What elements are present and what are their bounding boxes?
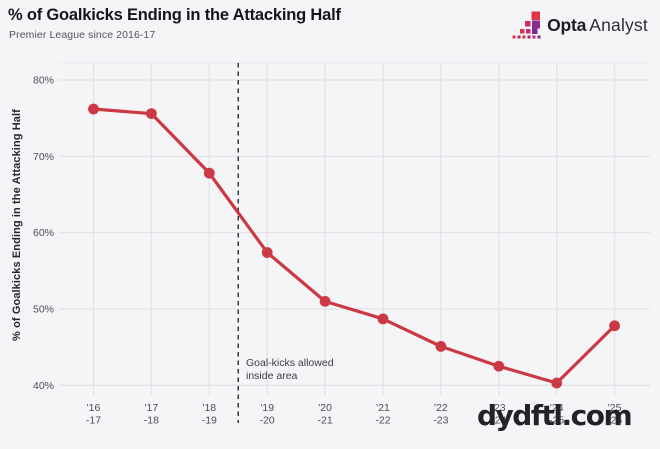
- data-point: [551, 377, 563, 389]
- chart-title: % of Goalkicks Ending in the Attacking H…: [8, 6, 341, 24]
- data-point: [203, 167, 215, 179]
- x-tick-label: '16 -17: [86, 402, 101, 427]
- x-tick-label: '23 -24: [491, 402, 506, 427]
- x-tick-label: '21 -22: [375, 402, 390, 427]
- x-tick-label: '24 -25: [549, 402, 564, 427]
- brand-name: Opta Analyst: [547, 15, 648, 36]
- opta-analyst-logo: Opta Analyst: [512, 11, 648, 39]
- data-point: [435, 340, 447, 352]
- data-point: [88, 103, 99, 115]
- annotation-line-2: inside area: [246, 369, 298, 382]
- chart-subtitle: Premier League since 2016-17: [9, 29, 156, 41]
- x-tick-label: '20 -21: [318, 402, 333, 427]
- y-tick-label: 70%: [33, 151, 54, 163]
- y-tick-label: 60%: [33, 227, 54, 239]
- y-tick-label: 40%: [33, 380, 54, 392]
- y-tick-label: 50%: [33, 303, 54, 315]
- series-line: [91, 107, 617, 385]
- opta-logo-icon: [512, 11, 541, 39]
- x-tick-label: '25 -26: [607, 402, 622, 427]
- data-point: [319, 295, 331, 307]
- annotation-line-1: Goal-kicks allowed: [246, 357, 334, 369]
- data-point: [377, 313, 389, 325]
- x-tick-label: '22 -23: [433, 402, 448, 427]
- data-point: [146, 108, 157, 120]
- data-point: [261, 247, 273, 258]
- x-tick-label: '17 -18: [144, 402, 159, 427]
- brand-name-light: Analyst: [589, 14, 648, 35]
- watermark: dydftl.com: [477, 399, 633, 432]
- data-point: [493, 360, 505, 372]
- y-tick-label: 80%: [33, 75, 54, 87]
- x-tick-label: '18 -19: [202, 402, 217, 427]
- x-tick-label: '19 -20: [260, 402, 275, 427]
- brand-name-bold: Opta: [547, 14, 587, 35]
- rule-change-annotation: Goal-kicks allowed inside area: [246, 357, 334, 383]
- data-point: [609, 320, 620, 332]
